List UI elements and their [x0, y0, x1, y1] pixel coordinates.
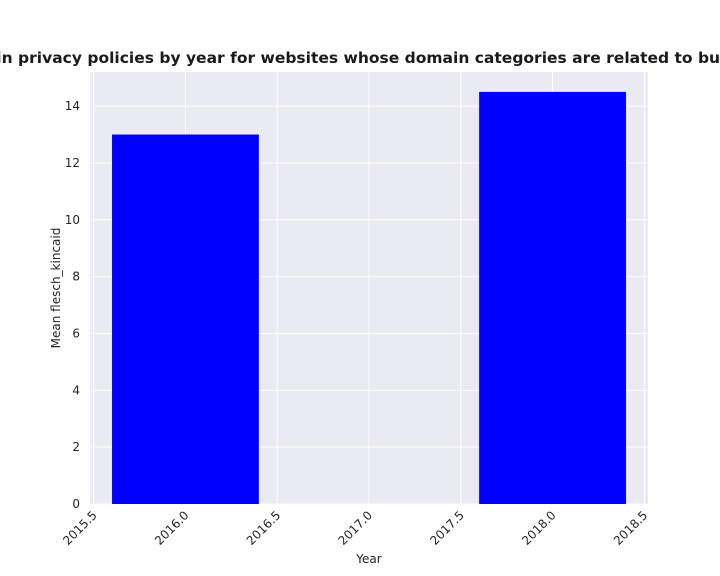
y-tick-label: 12: [65, 156, 80, 170]
bars: [112, 91, 626, 505]
bar: [112, 134, 259, 505]
chart-title: Mean flesch_kincaid in privacy policies …: [0, 49, 720, 67]
x-tick-label: 2017.0: [336, 508, 376, 548]
y-tick-label: 0: [72, 497, 80, 511]
y-tick-label: 14: [65, 99, 80, 113]
y-axis-label: Mean flesch_kincaid: [49, 228, 63, 349]
x-axis-label: Year: [355, 552, 381, 566]
x-tick-label: 2016.5: [244, 508, 284, 548]
y-tick-label: 10: [65, 213, 80, 227]
x-tick-label: 2015.5: [60, 508, 100, 548]
y-tick-label: 2: [72, 440, 80, 454]
x-tick-label: 2016.0: [152, 508, 192, 548]
y-tick-label: 4: [72, 383, 80, 397]
bar: [479, 91, 626, 504]
x-tick-label: 2018.0: [519, 508, 559, 548]
x-tick-label: 2018.5: [611, 508, 651, 548]
y-tick-label: 8: [72, 270, 80, 284]
y-axis-ticks: 0 2 4 6 8 10 12 14: [65, 99, 80, 511]
x-axis-ticks: 2015.5 2016.0 2016.5 2017.0 2017.5 2018.0 2018…: [60, 508, 650, 548]
y-tick-label: 6: [72, 326, 80, 340]
x-tick-label: 2017.5: [427, 508, 467, 548]
